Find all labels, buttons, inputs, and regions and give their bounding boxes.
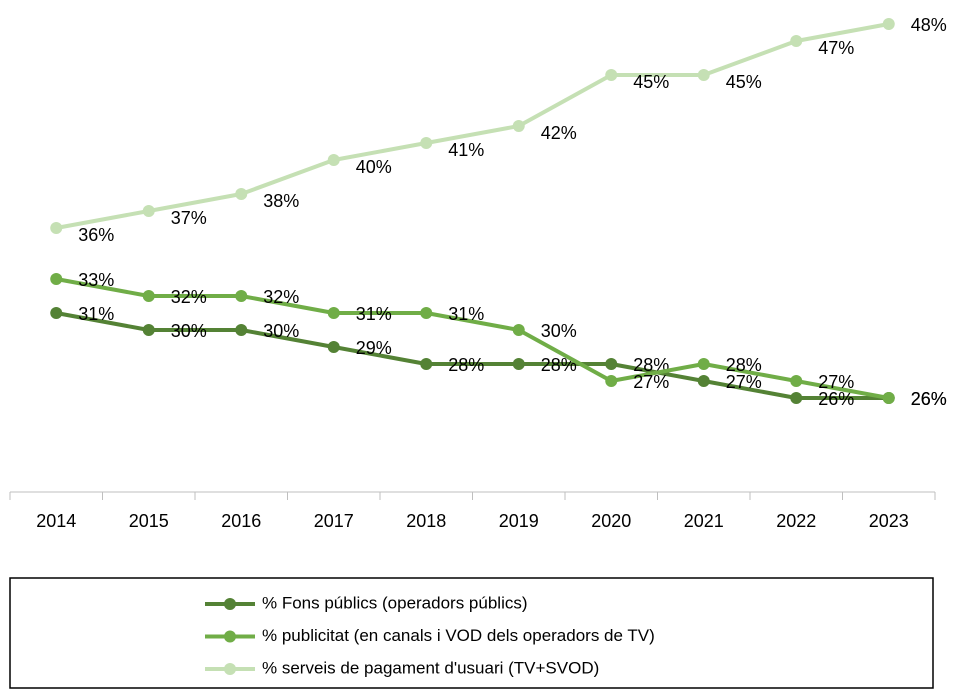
point (420, 358, 433, 370)
data-label: 38% (263, 191, 299, 211)
data-label: 37% (171, 208, 207, 228)
legend-box (9, 577, 934, 689)
legend-marker (224, 598, 236, 610)
point (327, 341, 340, 353)
data-label: 27% (726, 372, 762, 392)
line (55, 311, 889, 400)
data-label: 32% (263, 287, 299, 307)
data-label: 40% (356, 157, 392, 177)
data-label: 30% (541, 321, 577, 341)
data-label: 31% (356, 304, 392, 324)
point (50, 273, 63, 285)
data-label: 28% (448, 355, 484, 375)
legend-label: % publicitat (en canals i VOD dels opera… (262, 626, 655, 645)
data-label: 29% (356, 338, 392, 358)
point (327, 154, 340, 166)
legend-label: % serveis de pagament d'usuari (TV+SVOD) (262, 658, 599, 677)
data-label: 28% (726, 355, 762, 375)
point (605, 375, 618, 387)
x-tick-label: 2021 (684, 511, 724, 531)
point (420, 137, 433, 149)
x-tick-label: 2023 (869, 511, 909, 531)
data-label: 47% (818, 38, 854, 58)
x-tick-label: 2016 (221, 511, 261, 531)
data-label: 28% (633, 355, 669, 375)
point (142, 290, 155, 302)
point (420, 307, 433, 319)
legend-label: % Fons públics (operadors públics) (262, 593, 528, 612)
point (142, 205, 155, 217)
point (605, 358, 618, 370)
point (235, 188, 248, 200)
point (512, 324, 525, 336)
point (235, 324, 248, 336)
point (50, 222, 63, 234)
data-label: 27% (818, 372, 854, 392)
point (882, 18, 895, 30)
data-label: 36% (78, 225, 114, 245)
data-label: 26% (911, 389, 947, 409)
x-tick-label: 2019 (499, 511, 539, 531)
data-label: 26% (911, 389, 947, 409)
legend-marker (224, 630, 236, 643)
point (512, 358, 525, 370)
data-label: 42% (541, 123, 577, 143)
x-tick-label: 2015 (129, 511, 169, 531)
point (605, 69, 618, 81)
point (142, 324, 155, 336)
point (512, 120, 525, 132)
data-label: 28% (541, 355, 577, 375)
data-label: 30% (171, 321, 207, 341)
x-tick-label: 2018 (406, 511, 446, 531)
data-label: 33% (78, 270, 114, 290)
data-label: 45% (726, 72, 762, 92)
data-label: 26% (818, 389, 854, 409)
x-tick-label: 2022 (776, 511, 816, 531)
data-label: 41% (448, 140, 484, 160)
point (697, 375, 710, 387)
point (50, 307, 63, 319)
point (697, 358, 710, 370)
x-tick-label: 2020 (591, 511, 631, 531)
line (55, 277, 890, 400)
data-label: 48% (911, 15, 947, 35)
point (697, 69, 710, 81)
point (235, 290, 248, 302)
data-label: 30% (263, 321, 299, 341)
point (790, 35, 803, 47)
point (790, 392, 803, 404)
x-tick-label: 2017 (314, 511, 354, 531)
data-label: 45% (633, 72, 669, 92)
data-label: 31% (448, 304, 484, 324)
point (327, 307, 340, 319)
data-label: 32% (171, 287, 207, 307)
point (882, 392, 895, 404)
point (790, 375, 803, 387)
legend-marker (224, 663, 236, 675)
line (55, 22, 890, 230)
data-label: 27% (633, 372, 669, 392)
x-tick-label: 2014 (36, 511, 76, 531)
data-label: 31% (78, 304, 114, 324)
